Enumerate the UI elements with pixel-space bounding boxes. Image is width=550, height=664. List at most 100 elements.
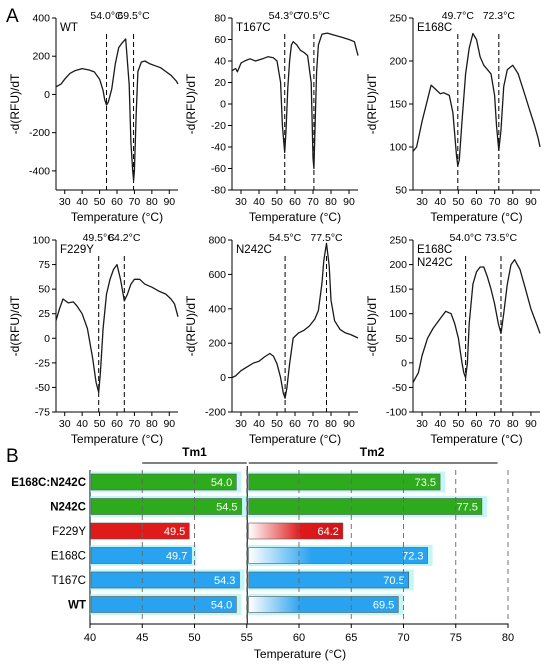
- sample-label: T167C: [236, 22, 271, 34]
- tm-annotation: 70.5°C: [298, 10, 331, 22]
- tm2-group-label: Tm2: [360, 445, 385, 459]
- y-tick-label: 400: [32, 13, 50, 25]
- y-tick-label: -25: [35, 357, 50, 369]
- y-tick-label: -200: [29, 127, 50, 139]
- x-tick-label: 30: [416, 196, 428, 208]
- x-tick-label: 60: [111, 418, 123, 430]
- x-tick-label: 50: [188, 632, 200, 644]
- melt-curve: [55, 38, 179, 182]
- sample-label: N242C: [417, 257, 453, 269]
- x-axis-label: Temperature (°C): [249, 210, 341, 224]
- tm-bar-chart: E168C:N242C 54.0 73.5 N242C 54.5 77.5 F229Y 49.…: [11, 445, 514, 661]
- tm2-value-label: 77.5: [456, 502, 477, 514]
- melt-panel-1: 30 40 50 60 70 80 90 -400 -200 0 200 400 Temperature…: [8, 10, 179, 224]
- sample-row-label: WT: [68, 600, 86, 612]
- x-tick-label: 60: [471, 418, 483, 430]
- tm2-bar: [248, 473, 441, 491]
- y-axis-label: -d(RFU)/dT: [8, 73, 22, 134]
- tm-annotation: 49.7°C: [442, 10, 475, 22]
- x-tick-label: 80: [146, 418, 158, 430]
- tm2-value-label: 72.3: [402, 551, 423, 563]
- x-tick-label: 45: [136, 632, 148, 644]
- x-tick-label: 30: [59, 196, 71, 208]
- x-tick-label: 30: [235, 418, 247, 430]
- y-tick-label: 25: [38, 308, 50, 320]
- tm1-bar: [90, 571, 240, 589]
- x-tick-label: 80: [502, 632, 514, 644]
- y-tick-label: -75: [35, 407, 50, 419]
- sample-row-label: T167C: [51, 575, 86, 587]
- y-tick-label: 250: [389, 235, 407, 247]
- melt-curve: [412, 259, 541, 383]
- tm1-value-label: 54.3: [214, 575, 235, 587]
- y-tick-label: 150: [389, 284, 407, 296]
- x-axis-label: Temperature (°C): [249, 432, 341, 446]
- x-tick-label: 90: [343, 196, 355, 208]
- x-tick-label: 90: [525, 196, 537, 208]
- y-tick-label: -80: [211, 185, 226, 197]
- x-tick-label: 40: [253, 418, 265, 430]
- melt-panel-2: 30 40 50 60 70 80 90 -80 -60 -40 -20 0 20 40 60 80 Tempe…: [184, 10, 359, 224]
- x-tick-label: 80: [507, 196, 519, 208]
- tm-annotation: 64.2°C: [108, 232, 141, 244]
- y-tick-label: 60: [214, 34, 226, 46]
- y-tick-label: 0: [220, 99, 226, 111]
- x-tick-label: 60: [111, 196, 123, 208]
- tm-annotation: 54.0°C: [90, 10, 123, 22]
- tm-annotation: 54.3°C: [269, 10, 302, 22]
- panel-label-a: A: [6, 6, 19, 27]
- melt-panel-4: 30 40 50 60 70 80 90 -75 -50 -25 0 25 50 75 100 Tempera…: [8, 232, 179, 446]
- x-tick-label: 65: [345, 632, 357, 644]
- x-tick-label: 30: [59, 418, 71, 430]
- x-tick-label: 40: [253, 196, 265, 208]
- x-tick-label: 90: [163, 418, 175, 430]
- tm1-value-label: 49.7: [166, 551, 187, 563]
- y-tick-label: 100: [32, 235, 50, 247]
- melt-curve: [231, 32, 359, 170]
- panel-label-b: B: [6, 446, 19, 467]
- sample-row-label: F229Y: [52, 526, 86, 538]
- tm2-bar: [248, 547, 428, 564]
- y-axis-label: -d(RFU)/dT: [365, 73, 379, 134]
- tm-annotation: 69.5°C: [117, 10, 150, 22]
- y-tick-label: -200: [205, 407, 226, 419]
- x-axis-label: Temperature (°C): [430, 432, 522, 446]
- y-tick-label: 200: [32, 51, 50, 63]
- tm2-value-label: 73.5: [415, 477, 436, 489]
- tm1-bar: [90, 547, 192, 564]
- x-tick-label: 70: [129, 196, 141, 208]
- y-tick-label: -20: [211, 120, 226, 132]
- y-tick-label: -100: [386, 407, 407, 419]
- y-tick-label: 600: [208, 269, 226, 281]
- melt-curve: [231, 242, 359, 399]
- y-axis-label: -d(RFU)/dT: [365, 295, 379, 356]
- melt-curve: [412, 32, 541, 167]
- melt-panel-3: 30 40 50 60 70 80 90 50 100 150 200 250 Temperature …: [365, 10, 541, 224]
- y-tick-label: 80: [214, 13, 226, 25]
- x-tick-label: 50: [271, 196, 283, 208]
- x-tick-label: 70: [397, 632, 409, 644]
- melt-curve: [55, 263, 179, 393]
- x-tick-label: 50: [94, 196, 106, 208]
- x-tick-label: 30: [235, 196, 247, 208]
- tm-annotation: 54.0°C: [450, 232, 483, 244]
- x-tick-label: 60: [471, 196, 483, 208]
- y-tick-label: 75: [38, 259, 50, 271]
- x-tick-label: 80: [325, 418, 337, 430]
- y-axis-label: -d(RFU)/dT: [184, 73, 198, 134]
- x-tick-label: 70: [129, 418, 141, 430]
- tm2-bar: [248, 596, 399, 613]
- tm-annotation: 73.5°C: [485, 232, 518, 244]
- x-tick-label: 60: [289, 196, 301, 208]
- tm1-value-label: 54.0: [211, 477, 232, 489]
- tm-annotation: 77.5°C: [310, 232, 343, 244]
- tm2-bar: [248, 571, 410, 589]
- y-tick-label: 0: [44, 89, 50, 101]
- y-tick-label: -40: [211, 142, 226, 154]
- x-tick-label: 90: [525, 418, 537, 430]
- x-axis-label: Temperature (°C): [430, 210, 522, 224]
- x-tick-label: 40: [76, 418, 88, 430]
- y-tick-label: 200: [389, 259, 407, 271]
- tm1-value-label: 54.5: [216, 502, 237, 514]
